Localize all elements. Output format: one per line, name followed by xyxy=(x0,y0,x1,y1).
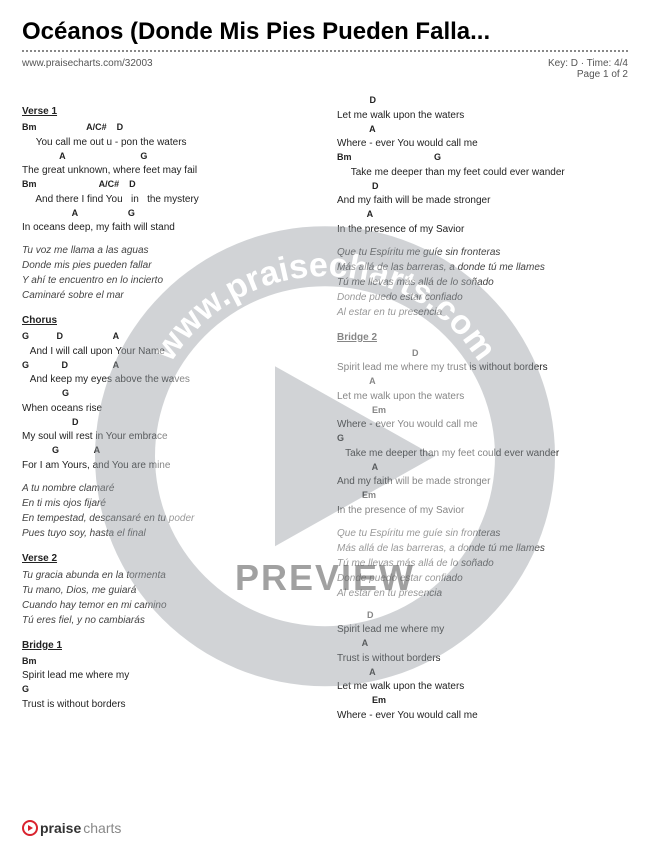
lyric-line: In the presence of my Savior xyxy=(337,222,628,237)
spanish-line: Donde puedo estar confiado xyxy=(337,290,628,305)
spanish-line: En tempestad, descansaré en tu poder xyxy=(22,511,313,526)
lyric-line: My soul will rest in Your embrace xyxy=(22,429,313,444)
bridge2-head: Bridge 2 xyxy=(337,330,628,345)
chord-line: A xyxy=(337,461,628,475)
spanish-line: Cuando hay temor en mi camino xyxy=(22,598,313,613)
spanish-line: Caminaré sobre el mar xyxy=(22,288,313,303)
chord-line: G xyxy=(337,432,628,446)
lyric-line: Let me walk upon the waters xyxy=(337,389,628,404)
lyric-line: Trust is without borders xyxy=(22,697,313,712)
page-number: Page 1 of 2 xyxy=(548,69,628,80)
chord-line: G D A xyxy=(22,330,313,344)
spanish-line: Donde puedo estar confiado xyxy=(337,571,628,586)
spanish-line: Tu gracia abunda en la tormenta xyxy=(22,568,313,583)
lyric-line: Trust is without borders xyxy=(337,651,628,666)
spanish-line: Al estar en tu presencia xyxy=(337,586,628,601)
brand-charts: charts xyxy=(83,820,121,836)
verse2-head: Verse 2 xyxy=(22,551,313,566)
chord-line: G xyxy=(22,387,313,401)
chord-line: D xyxy=(337,347,628,361)
right-column: D Let me walk upon the waters A Where - … xyxy=(337,94,628,723)
spanish-line: Que tu Espíritu me guíe sin fronteras xyxy=(337,245,628,260)
spanish-line: Tú eres fiel, y no cambiarás xyxy=(22,613,313,628)
lyric-line: For I am Yours, and You are mine xyxy=(22,458,313,473)
chord-line: A xyxy=(337,375,628,389)
footer-logo: praisecharts xyxy=(22,820,121,836)
lyric-line: In oceans deep, my faith will stand xyxy=(22,220,313,235)
chord-line: D xyxy=(22,416,313,430)
chord-line: Em xyxy=(337,404,628,418)
spanish-line: Y ahí te encuentro en lo incierto xyxy=(22,273,313,288)
chord-line: D xyxy=(337,609,628,623)
spanish-line: Tu voz me llama a las aguas xyxy=(22,243,313,258)
spanish-line: Donde mis pies pueden fallar xyxy=(22,258,313,273)
lyric-line: The great unknown, where feet may fail xyxy=(22,163,313,178)
content-columns: Verse 1 Bm A/C# D You call me out u - po… xyxy=(22,94,628,723)
chord-line: A xyxy=(337,666,628,680)
chorus-head: Chorus xyxy=(22,313,313,328)
spanish-line: Al estar en tu presencia xyxy=(337,305,628,320)
lyric-line: Where - ever You would call me xyxy=(337,708,628,723)
lyric-line: Spirit lead me where my xyxy=(22,668,313,683)
lyric-line: And my faith will be made stronger xyxy=(337,193,628,208)
spanish-line: Más allá de las barreras, a donde tú me … xyxy=(337,260,628,275)
verse1-head: Verse 1 xyxy=(22,104,313,119)
lyric-line: Take me deeper than my feet could ever w… xyxy=(337,165,628,180)
spanish-line: Tú me llevas más allá de lo soñado xyxy=(337,275,628,290)
chord-line: Bm A/C# D xyxy=(22,121,313,135)
chord-line: G A xyxy=(22,444,313,458)
lyric-line: In the presence of my Savior xyxy=(337,503,628,518)
lyric-line: Take me deeper than my feet could ever w… xyxy=(337,446,628,461)
spanish-line: Tu mano, Dios, me guiará xyxy=(22,583,313,598)
chord-line: D xyxy=(337,94,628,108)
chord-line: G D A xyxy=(22,359,313,373)
chord-line: Bm G xyxy=(337,151,628,165)
spanish-line: Pues tuyo soy, hasta el final xyxy=(22,526,313,541)
chord-line: A xyxy=(337,637,628,651)
meta-row: www.praisecharts.com/32003 Key: D · Time… xyxy=(22,58,628,80)
play-icon xyxy=(22,820,38,836)
key-time: Key: D · Time: 4/4 xyxy=(548,58,628,69)
spanish-line: Tú me llevas más allá de lo soñado xyxy=(337,556,628,571)
lyric-line: Where - ever You would call me xyxy=(337,136,628,151)
lyric-line: Spirit lead me where my trust is without… xyxy=(337,360,628,375)
lyric-line: And keep my eyes above the waves xyxy=(22,372,313,387)
spanish-line: Más allá de las barreras, a donde tú me … xyxy=(337,541,628,556)
chord-line: A xyxy=(337,123,628,137)
lyric-line: And my faith will be made stronger xyxy=(337,474,628,489)
lyric-line: And I will call upon Your Name xyxy=(22,344,313,359)
song-title: Océanos (Donde Mis Pies Pueden Falla... xyxy=(22,18,628,46)
lyric-line: You call me out u - pon the waters xyxy=(22,135,313,150)
bridge1-head: Bridge 1 xyxy=(22,638,313,653)
chord-line: Em xyxy=(337,694,628,708)
brand-praise: praise xyxy=(40,820,81,836)
lyric-line: Where - ever You would call me xyxy=(337,417,628,432)
chord-line: A xyxy=(337,208,628,222)
divider xyxy=(22,50,628,52)
spanish-line: En ti mis ojos fijaré xyxy=(22,496,313,511)
left-column: Verse 1 Bm A/C# D You call me out u - po… xyxy=(22,94,313,723)
chord-line: Bm A/C# D xyxy=(22,178,313,192)
lyric-line: When oceans rise xyxy=(22,401,313,416)
lyric-line: And there I find You in the mystery xyxy=(22,192,313,207)
chord-line: Bm xyxy=(22,655,313,669)
chord-line: D xyxy=(337,180,628,194)
page: Océanos (Donde Mis Pies Pueden Falla... … xyxy=(0,0,650,741)
chord-line: A G xyxy=(22,207,313,221)
chord-line: A G xyxy=(22,150,313,164)
spanish-line: A tu nombre clamaré xyxy=(22,481,313,496)
spanish-line: Que tu Espíritu me guíe sin fronteras xyxy=(337,526,628,541)
lyric-line: Let me walk upon the waters xyxy=(337,679,628,694)
lyric-line: Let me walk upon the waters xyxy=(337,108,628,123)
source-url: www.praisecharts.com/32003 xyxy=(22,58,153,80)
lyric-line: Spirit lead me where my xyxy=(337,622,628,637)
chord-line: Em xyxy=(337,489,628,503)
chord-line: G xyxy=(22,683,313,697)
